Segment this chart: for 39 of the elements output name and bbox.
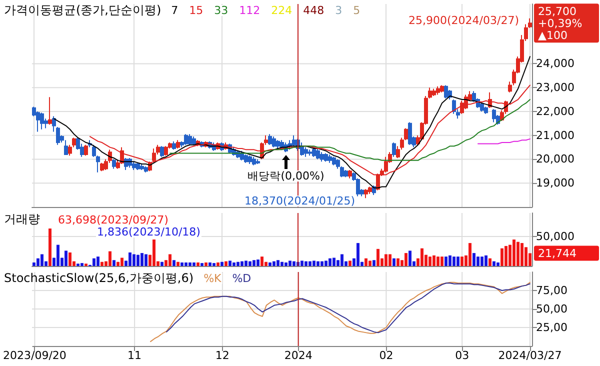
y-tick-label: 19,000 [536,176,574,190]
text: 7 [171,4,178,17]
legend-label: 224 [271,4,292,17]
annotation: 25,900(2024/03/27) [408,14,519,27]
annotation: 배당락(0,00%) [248,170,324,182]
chart-title: StochasticSlow(25,6,가중이평,6) [4,271,194,285]
text: 15 [189,4,204,17]
chart-title: 가격이동평균(종가,단순이평) [4,3,162,17]
x-tick-label: 2024 [284,349,312,362]
y-tick-label: 75,00 [536,284,568,297]
series-label: %K [204,272,222,285]
series-label: %D [232,272,252,285]
y-tick-label: 21,000 [536,128,574,142]
x-tick-label: 12 [215,349,230,362]
text: 112 [239,4,260,17]
y-tick-label: 20,000 [536,152,574,166]
annotation: 1,836(2023/10/18) [97,226,200,238]
annotation: 18,370(2024/01/25) [244,194,355,208]
chart-title: 거래량 [4,212,40,226]
text: ▲100 [538,29,568,42]
y-tick-label: 24,000 [536,57,574,70]
y-tick-label: 22,000 [536,104,574,118]
text: +0,39% [538,17,582,30]
x-tick-label: 2023/09/20 [2,349,66,362]
text: 33 [214,4,228,17]
x-tick-label: 2024/03/27 [498,349,562,362]
text: 25,700 [538,5,576,18]
x-tick-label: 11 [128,349,142,362]
y-tick-label: 25,00 [536,321,568,334]
text: 21,744 [538,247,576,260]
y-tick-label: 50,00 [536,302,568,316]
legend-label: 448 [303,4,324,17]
y-tick-label: 50,000 [536,230,574,244]
legend-label: 3 [335,4,342,17]
x-tick-label: 02 [379,349,394,362]
legend-label: 5 [353,4,360,17]
y-tick-label: 23,000 [536,81,574,94]
annotation: 63,698(2023/09/27) [58,214,168,226]
x-tick-label: 03 [455,349,470,362]
